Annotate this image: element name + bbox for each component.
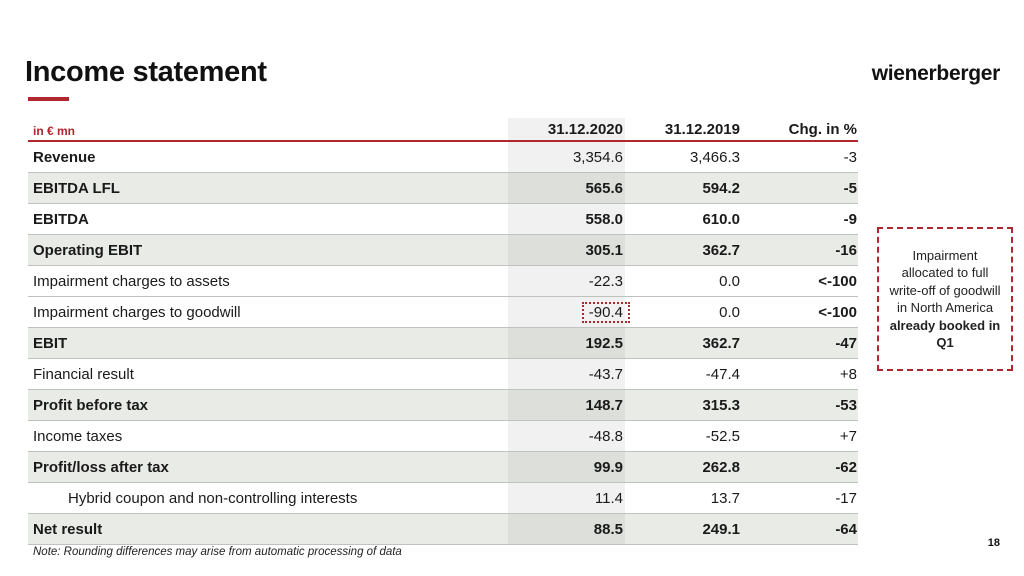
value-2019: 0.0 [719, 303, 740, 321]
table-row-ebitda: EBITDA 558.0 610.0 -9 [28, 204, 858, 235]
value-2019: 262.8 [702, 458, 740, 476]
value-2020: -22.3 [508, 266, 625, 296]
value-chg: -62 [835, 458, 857, 476]
row-label: Revenue [33, 148, 96, 166]
page-number: 18 [987, 537, 1000, 549]
row-label: Net result [33, 520, 103, 538]
table-row-financial-result: Financial result -43.7 -47.4 +8 [28, 359, 858, 390]
value-2019: -47.4 [705, 365, 740, 383]
value-2020: 88.5 [508, 514, 625, 544]
table-row-ebitda-lfl: EBITDA LFL 565.6 594.2 -5 [28, 173, 858, 204]
row-label: Impairment charges to goodwill [33, 303, 241, 321]
row-label: Impairment charges to assets [33, 272, 230, 290]
value-chg: -5 [843, 179, 857, 197]
row-label: EBITDA [33, 210, 89, 228]
table-row-hybrid-coupon: Hybrid coupon and non-controlling intere… [28, 483, 858, 514]
value-chg: -53 [835, 396, 857, 414]
annotation-callout: Impairment allocated to full write-off o… [877, 227, 1013, 371]
value-2019: 3,466.3 [689, 148, 740, 166]
value-chg: <-100 [818, 303, 857, 321]
value-chg: -47 [835, 334, 857, 352]
table-row-profit-loss-after-tax: Profit/loss after tax 99.9 262.8 -62 [28, 452, 858, 483]
value-chg: -3 [843, 148, 857, 166]
value-2020: 99.9 [508, 452, 625, 482]
row-label: Hybrid coupon and non-controlling intere… [68, 489, 358, 507]
value-chg: -9 [843, 210, 857, 228]
column-header-2019: 31.12.2019 [664, 121, 740, 138]
value-2020: 565.6 [508, 173, 625, 203]
value-2020: -43.7 [508, 359, 625, 389]
value-chg: -16 [835, 241, 857, 259]
table-header-row: in € mn 31.12.2020 31.12.2019 Chg. in % [28, 118, 858, 142]
value-2020: 3,354.6 [508, 142, 625, 172]
value-2019: 594.2 [702, 179, 740, 197]
row-label: Financial result [33, 365, 134, 383]
company-logo: wienerberger [871, 62, 1001, 85]
table-row-ebit: EBIT 192.5 362.7 -47 [28, 328, 858, 359]
value-2019: 362.7 [702, 241, 740, 259]
table-row-impairment-assets: Impairment charges to assets -22.3 0.0 <… [28, 266, 858, 297]
table-row-net-result: Net result 88.5 249.1 -64 [28, 514, 858, 545]
row-label: Profit/loss after tax [33, 458, 169, 476]
value-2020: -48.8 [508, 421, 625, 451]
footnote: Note: Rounding differences may arise fro… [33, 546, 402, 558]
row-label: EBIT [33, 334, 68, 352]
annotation-text: Impairment allocated to full write-off o… [889, 247, 1001, 316]
table-row-impairment-goodwill: Impairment charges to goodwill -90.4 0.0… [28, 297, 858, 328]
row-label: Operating EBIT [33, 241, 143, 259]
title-accent-bar [28, 97, 69, 101]
value-2020: -90.4 [508, 297, 630, 327]
table-row-operating-ebit: Operating EBIT 305.1 362.7 -16 [28, 235, 858, 266]
value-2019: 362.7 [702, 334, 740, 352]
value-2020: 192.5 [508, 328, 625, 358]
value-2020: 11.4 [508, 483, 625, 513]
value-2020: 305.1 [508, 235, 625, 265]
annotation-text-bold: already booked in Q1 [889, 317, 1001, 351]
value-2019: 610.0 [702, 210, 740, 228]
value-chg: -64 [835, 520, 857, 538]
table-row-profit-before-tax: Profit before tax 148.7 315.3 -53 [28, 390, 858, 421]
value-2019: 315.3 [702, 396, 740, 414]
value-chg: -17 [835, 489, 857, 507]
value-2019: 249.1 [702, 520, 740, 538]
value-2020: 148.7 [508, 390, 625, 420]
row-label: Income taxes [33, 427, 123, 445]
unit-label: in € mn [33, 124, 76, 138]
value-chg: <-100 [818, 272, 857, 290]
value-2019: -52.5 [705, 427, 740, 445]
page-title: Income statement [25, 56, 267, 88]
table-row-income-taxes: Income taxes -48.8 -52.5 +7 [28, 421, 858, 452]
column-header-chg: Chg. in % [788, 121, 857, 138]
value-2020: 558.0 [508, 204, 625, 234]
table-row-revenue: Revenue 3,354.6 3,466.3 -3 [28, 142, 858, 173]
value-2019: 0.0 [719, 272, 740, 290]
value-2019: 13.7 [710, 489, 740, 507]
row-label: Profit before tax [33, 396, 149, 414]
row-label: EBITDA LFL [33, 179, 120, 197]
income-statement-table: in € mn 31.12.2020 31.12.2019 Chg. in % … [28, 118, 858, 545]
highlight-box: -90.4 [581, 301, 630, 323]
value-chg: +7 [839, 427, 857, 445]
value-chg: +8 [839, 365, 857, 383]
column-header-2020: 31.12.2020 [508, 118, 625, 140]
